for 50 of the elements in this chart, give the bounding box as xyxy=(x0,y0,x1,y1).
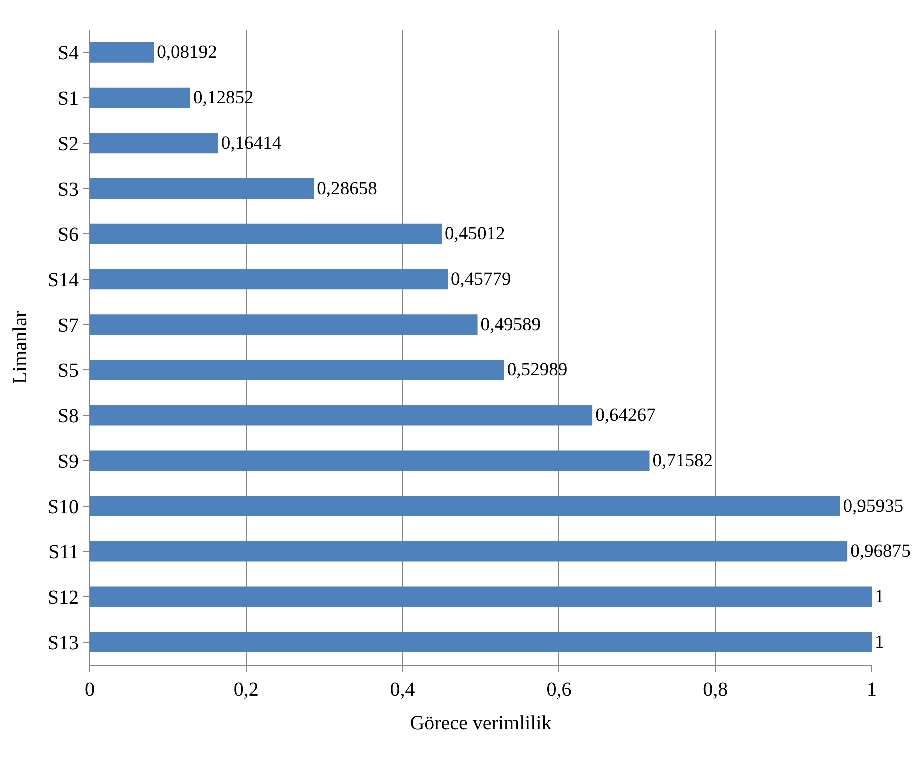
x-tick-label: 0,8 xyxy=(703,679,728,701)
x-tick-label: 1 xyxy=(867,679,877,701)
data-label: 0,52989 xyxy=(507,360,568,381)
bar xyxy=(90,405,593,426)
data-label: 0,45779 xyxy=(451,269,512,290)
bar xyxy=(90,269,448,290)
data-label: 0,95935 xyxy=(843,496,904,517)
y-tick-label: S14 xyxy=(48,269,79,292)
data-label: 0,49589 xyxy=(480,314,542,336)
y-tick-label: S3 xyxy=(58,178,79,201)
y-tick-label: S4 xyxy=(58,42,79,65)
x-tick-label: 0,6 xyxy=(546,679,572,701)
data-label: 0,28658 xyxy=(317,178,378,200)
y-tick-label: S13 xyxy=(48,632,79,654)
y-tick-label: S9 xyxy=(58,450,79,473)
bar xyxy=(90,88,190,108)
bar xyxy=(90,133,218,154)
bar xyxy=(90,360,504,380)
x-axis-title: Görece verimlilik xyxy=(410,712,552,734)
y-tick-label: S2 xyxy=(58,133,79,156)
x-tick-label: 0,2 xyxy=(234,679,259,701)
data-label: 0,16414 xyxy=(221,132,282,154)
bar xyxy=(90,586,872,608)
data-label: 0,12852 xyxy=(194,88,254,109)
bar xyxy=(90,314,478,336)
y-tick-label: S12 xyxy=(48,586,79,609)
y-tick-label: S1 xyxy=(58,88,79,110)
bar xyxy=(90,450,650,472)
bar xyxy=(90,496,840,516)
y-tick-label: S5 xyxy=(58,360,79,382)
y-tick-label: S7 xyxy=(58,314,79,337)
x-tick-label: 0,4 xyxy=(390,679,416,701)
bar xyxy=(90,632,872,653)
x-tick-label: 0 xyxy=(85,679,95,701)
data-label: 0,96875 xyxy=(850,541,911,562)
data-label: 1 xyxy=(875,632,884,653)
data-label: 0,45012 xyxy=(445,224,506,245)
y-tick-label: S10 xyxy=(48,496,79,518)
bar xyxy=(90,42,154,63)
data-label: 1 xyxy=(875,586,884,608)
data-label: 0,64267 xyxy=(596,405,656,426)
data-label: 0,71582 xyxy=(652,450,714,472)
y-axis-title: Limanlar xyxy=(9,310,32,384)
bar xyxy=(90,224,442,244)
y-tick-label: S6 xyxy=(58,224,79,246)
y-tick-label: S11 xyxy=(48,542,79,564)
bar xyxy=(90,178,314,199)
bar xyxy=(90,541,848,562)
y-tick-label: S8 xyxy=(58,406,79,428)
data-label: 0,08192 xyxy=(157,42,218,64)
